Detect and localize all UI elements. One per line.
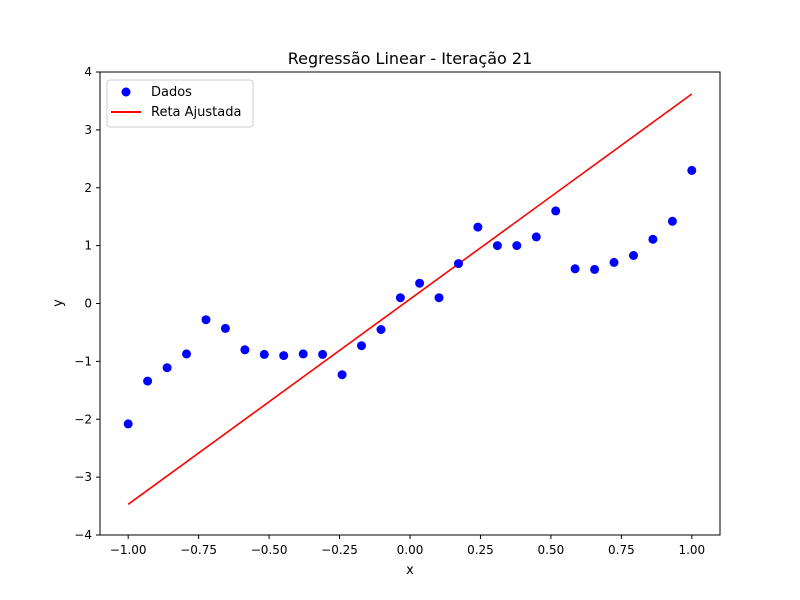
data-point <box>143 376 153 386</box>
x-tick-label: −1.00 <box>110 543 147 557</box>
y-tick-label: 2 <box>84 181 92 195</box>
data-point <box>609 257 619 267</box>
x-tick-label: 0.00 <box>397 543 424 557</box>
x-tick-label: −0.75 <box>180 543 217 557</box>
x-tick-label: −0.50 <box>251 543 288 557</box>
x-tick-label: −0.25 <box>321 543 358 557</box>
y-tick-label: 1 <box>84 239 92 253</box>
x-tick-label: 0.25 <box>467 543 494 557</box>
data-point <box>357 341 366 351</box>
data-point <box>259 349 269 359</box>
data-point <box>240 345 250 355</box>
legend-box <box>106 79 254 128</box>
x-axis-label: x <box>406 563 414 578</box>
y-tick-label: 3 <box>84 123 92 137</box>
x-tick-label: 0.75 <box>608 543 635 557</box>
data-point <box>279 351 289 361</box>
plot-area <box>123 93 697 505</box>
data-point <box>473 222 483 232</box>
data-point <box>648 234 658 244</box>
data-point <box>123 419 133 429</box>
x-tick-label: 1.00 <box>678 543 705 557</box>
data-point <box>162 363 172 373</box>
data-point <box>415 278 425 288</box>
y-axis-ticks: −4 −3 −2 −1 0 1 2 3 4 <box>74 65 100 542</box>
legend-label-dados: Dados <box>151 85 192 100</box>
data-point <box>551 206 561 216</box>
chart-title: Regressão Linear - Iteração 21 <box>288 49 533 68</box>
legend-label-reta-ajustada: Reta Ajustada <box>151 105 241 120</box>
data-point <box>182 349 191 359</box>
data-point <box>570 264 580 274</box>
y-tick-label: 4 <box>84 65 92 79</box>
data-point <box>531 232 541 242</box>
legend-marker-dados <box>121 87 131 97</box>
data-point <box>201 315 211 325</box>
y-tick-label: −2 <box>74 412 92 426</box>
x-tick-label: 0.50 <box>538 543 565 557</box>
data-point <box>454 259 463 269</box>
data-point <box>492 241 502 251</box>
y-tick-label: 0 <box>84 297 92 311</box>
data-point <box>376 325 386 334</box>
data-point <box>220 323 230 333</box>
data-point <box>629 251 638 260</box>
data-point <box>298 349 308 359</box>
y-tick-label: −3 <box>74 470 92 484</box>
y-tick-label: −4 <box>74 528 92 542</box>
y-tick-label: −1 <box>74 354 92 368</box>
data-point <box>667 216 677 226</box>
data-point <box>318 349 328 359</box>
x-axis-ticks: −1.00 −0.75 −0.50 −0.25 0.00 0.25 0.50 0.75 1.00 <box>110 535 705 557</box>
data-point <box>337 370 347 380</box>
y-axis-label: y <box>51 299 66 307</box>
fitted-line <box>127 93 693 505</box>
data-point <box>590 264 600 274</box>
legend: Dados Reta Ajustada <box>106 79 254 128</box>
data-point <box>434 293 444 303</box>
data-point <box>395 293 405 303</box>
data-point <box>512 241 522 251</box>
data-point <box>687 165 697 175</box>
